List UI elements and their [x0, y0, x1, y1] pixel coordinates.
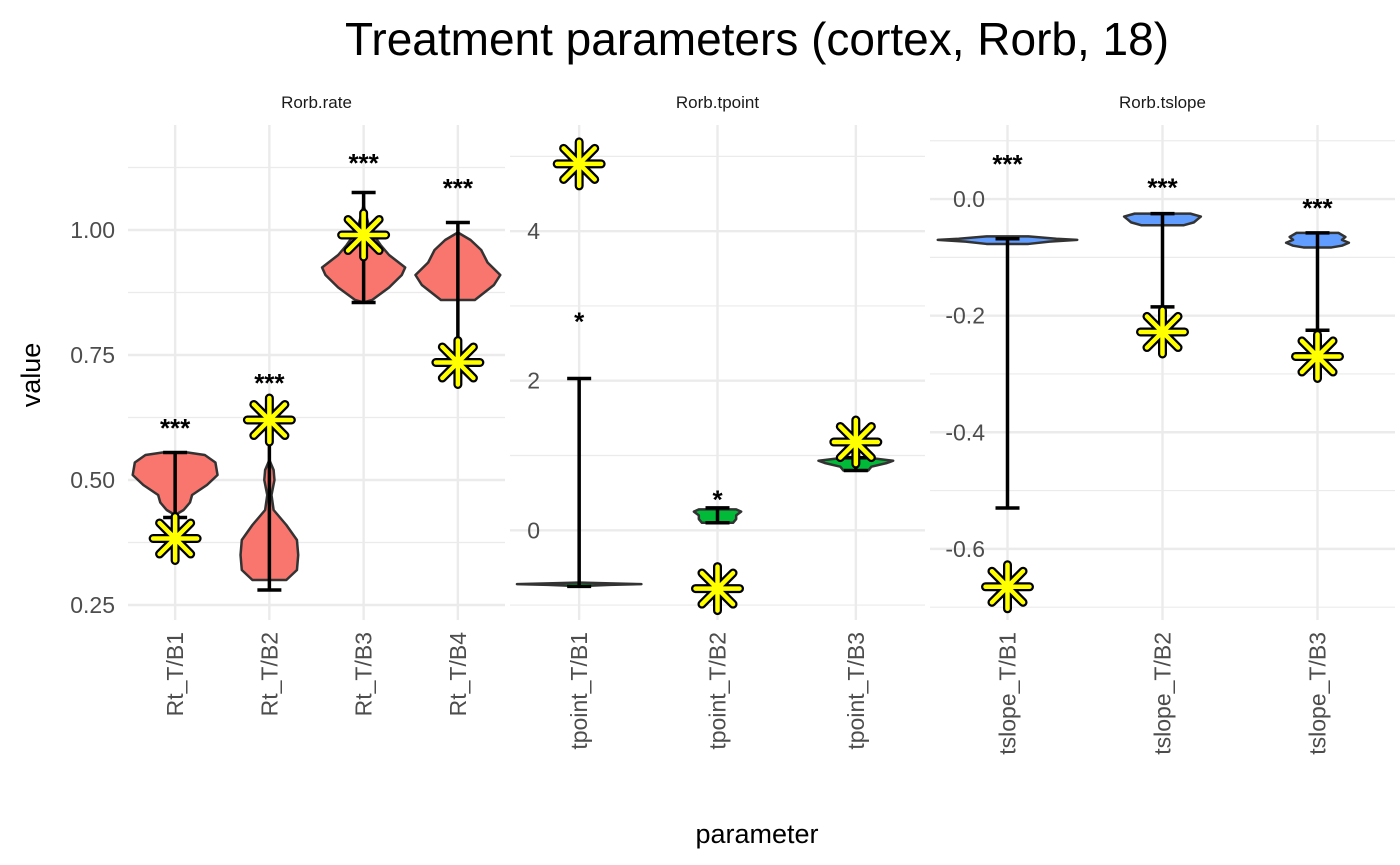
- treatment-star-marker: [1136, 305, 1189, 359]
- x-tick-label: tslope_T/B2: [1150, 632, 1176, 755]
- treatment-star-marker: [691, 562, 744, 616]
- x-tick-label: Rt_T/B1: [162, 632, 188, 716]
- x-tick-label: tpoint_T/B3: [843, 632, 869, 750]
- panel-rorb-rate: Rorb.rate 0.25 0.50 0.75 1.00 *** Rt_T/B1 *** Rt…: [70, 93, 505, 716]
- facet-strip-label: Rorb.rate: [281, 93, 352, 112]
- y-tick-label: -0.4: [945, 419, 985, 445]
- star-fill: [983, 562, 1032, 612]
- x-tick-label: tpoint_T/B2: [705, 632, 731, 750]
- significance-label: *: [712, 485, 723, 515]
- treatment-star-marker: [552, 137, 606, 191]
- y-tick-label: 0.75: [70, 342, 115, 368]
- significance-label: ***: [254, 368, 285, 398]
- star-fill: [1138, 307, 1187, 357]
- facet-strip-label: Rorb.tslope: [1119, 93, 1206, 112]
- star-fill: [1293, 332, 1342, 381]
- x-tick-label: tpoint_T/B1: [566, 632, 592, 750]
- star-fill: [245, 395, 294, 445]
- treatment-star-marker: [981, 560, 1034, 614]
- x-tick-label: Rt_T/B3: [351, 632, 377, 716]
- treatment-star-marker: [829, 415, 883, 469]
- significance-label: ***: [443, 173, 474, 203]
- y-tick-label: 0.25: [70, 592, 115, 618]
- y-tick-label: -0.6: [945, 536, 985, 562]
- x-tick-label: tslope_T/B3: [1305, 632, 1331, 755]
- significance-label: ***: [348, 148, 379, 178]
- significance-label: ***: [1302, 193, 1333, 223]
- treatment-star-marker: [337, 208, 391, 262]
- y-tick-label: 4: [527, 218, 540, 244]
- star-fill: [554, 139, 604, 189]
- star-fill: [339, 210, 388, 260]
- treatment-star-marker: [148, 512, 202, 565]
- x-tick-label: Rt_T/B2: [256, 632, 282, 716]
- treatment-star-marker: [431, 336, 485, 389]
- significance-label: ***: [1147, 172, 1178, 202]
- y-tick-label: 1.00: [70, 217, 115, 243]
- chart-title: Treatment parameters (cortex, Rorb, 18): [345, 13, 1169, 65]
- treatment-star-marker: [1291, 329, 1344, 383]
- y-tick-label: 0: [527, 517, 540, 543]
- y-tick-label: 2: [527, 368, 540, 394]
- treatment-star-marker: [242, 393, 296, 447]
- facet-strip-label: Rorb.tpoint: [676, 93, 759, 112]
- panel-rorb-tslope: Rorb.tslope -0.6 -0.4 -0.2 0.0 *** tslope_T/B1…: [930, 93, 1395, 755]
- significance-label: *: [574, 307, 585, 337]
- x-tick-label: tslope_T/B1: [995, 632, 1021, 755]
- significance-label: ***: [992, 149, 1023, 179]
- y-axis-title: value: [16, 343, 46, 408]
- y-tick-label: 0.0: [953, 186, 985, 212]
- y-tick-label: 0.50: [70, 467, 115, 493]
- y-tick-label: -0.2: [945, 303, 985, 329]
- star-fill: [433, 338, 483, 387]
- significance-label: ***: [160, 413, 191, 443]
- x-tick-label: Rt_T/B4: [445, 632, 471, 717]
- panel-rorb-tpoint: Rorb.tpoint 0 2 4 * tpoint_T/B1 * tpoint_T/B2 tp…: [510, 93, 925, 750]
- star-fill: [150, 514, 200, 563]
- x-axis-title: parameter: [695, 819, 818, 849]
- star-fill: [693, 564, 742, 613]
- star-fill: [831, 417, 881, 467]
